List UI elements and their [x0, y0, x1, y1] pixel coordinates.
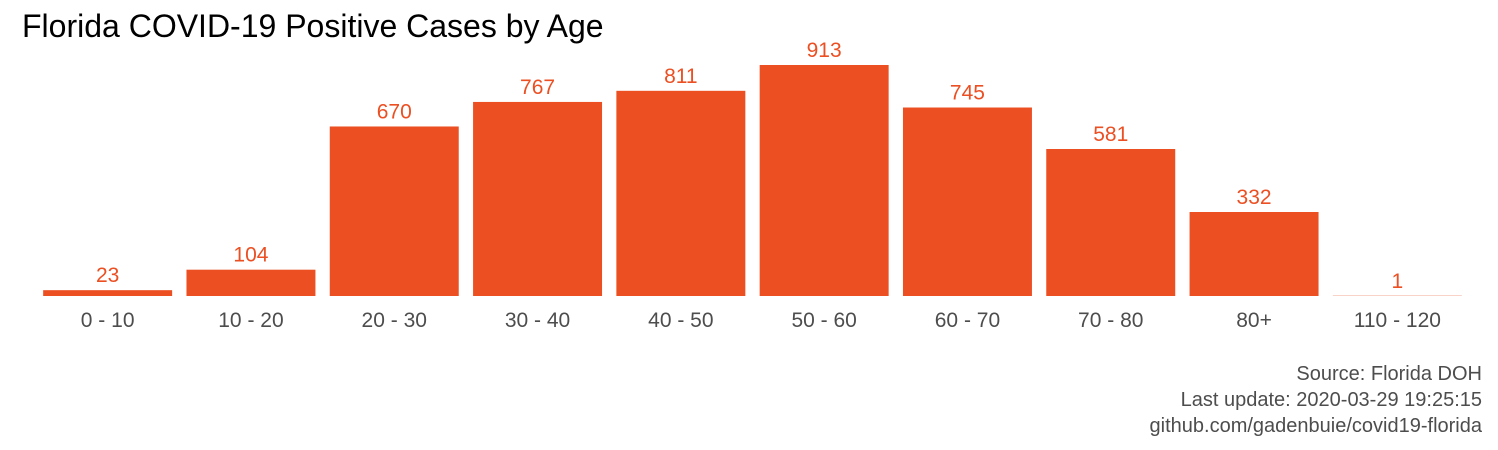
bar	[186, 269, 316, 296]
caption-repo-link: github.com/gadenbuie/covid19-florida	[1149, 415, 1482, 437]
bar	[902, 107, 1032, 296]
x-tick-label: 60 - 70	[935, 309, 1000, 332]
bar	[473, 101, 603, 296]
bar-value-label: 670	[377, 100, 412, 123]
x-tick-label: 10 - 20	[218, 309, 283, 332]
bar	[759, 65, 889, 296]
bar-value-label: 104	[233, 244, 268, 267]
bar-value-label: 745	[950, 82, 985, 105]
bar-value-label: 767	[520, 76, 555, 99]
bar-value-label: 913	[807, 39, 842, 62]
bar-value-label: 581	[1093, 123, 1128, 146]
bar	[329, 126, 459, 296]
bar	[616, 90, 746, 296]
x-tick-label: 50 - 60	[791, 309, 856, 332]
x-tick-label: 0 - 10	[81, 309, 135, 332]
bars-layer	[43, 65, 1462, 296]
bar	[1189, 212, 1319, 296]
bar	[1046, 149, 1176, 296]
x-tick-label: 80+	[1236, 309, 1272, 332]
bar-value-label: 811	[664, 65, 697, 88]
caption-last-update: Last update: 2020-03-29 19:25:15	[1180, 389, 1482, 411]
bar-value-label: 23	[96, 264, 119, 287]
bar	[43, 290, 173, 296]
caption-source: Source: Florida DOH	[1296, 363, 1482, 385]
x-tick-label: 30 - 40	[505, 309, 570, 332]
x-tick-label: 70 - 80	[1078, 309, 1143, 332]
x-tick-label: 40 - 50	[648, 309, 713, 332]
chart-caption: Source: Florida DOH Last update: 2020-03…	[1150, 361, 1482, 439]
x-tick-label: 20 - 30	[362, 309, 427, 332]
x-tick-labels: 0 - 10 10 - 20 20 - 30 30 - 40 40 - 50 50 - 6…	[81, 309, 1441, 332]
bar-value-label: 1	[1392, 270, 1404, 293]
value-labels-layer: 23 104 670 767 811 913 745 581 332 1	[96, 39, 1403, 293]
bar-value-label: 332	[1237, 186, 1272, 209]
x-tick-label: 110 - 120	[1354, 309, 1441, 332]
chart-title: Florida COVID-19 Positive Cases by Age	[22, 8, 604, 44]
